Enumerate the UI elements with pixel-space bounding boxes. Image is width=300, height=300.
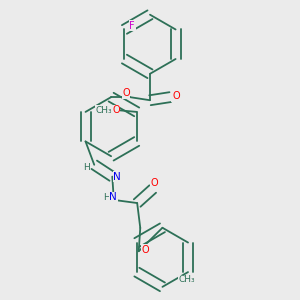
Text: O: O [142, 245, 149, 255]
Text: F: F [129, 21, 135, 31]
Text: O: O [122, 88, 130, 98]
Text: CH₃: CH₃ [178, 275, 195, 284]
Text: N: N [109, 192, 117, 203]
Text: CH₃: CH₃ [95, 106, 112, 115]
Text: O: O [172, 92, 180, 101]
Text: N: N [113, 172, 121, 182]
Text: O: O [112, 105, 120, 115]
Text: H: H [83, 163, 90, 172]
Text: H: H [103, 193, 110, 202]
Text: O: O [151, 178, 158, 188]
